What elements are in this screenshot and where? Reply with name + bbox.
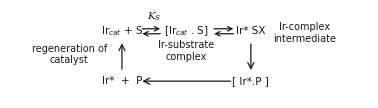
Text: regeneration of
catalyst: regeneration of catalyst xyxy=(32,44,107,65)
Text: [Ir$_{cat}$ . S]: [Ir$_{cat}$ . S] xyxy=(164,24,209,38)
Text: Ir*  +  P: Ir* + P xyxy=(102,76,142,86)
Text: Ir* SX: Ir* SX xyxy=(236,26,266,36)
Text: Ir$_{cat}$ + S: Ir$_{cat}$ + S xyxy=(101,24,143,38)
Text: Ir-complex
intermediate: Ir-complex intermediate xyxy=(274,22,336,44)
Text: $K_S$: $K_S$ xyxy=(147,11,161,23)
Text: Ir-substrate
complex: Ir-substrate complex xyxy=(158,40,215,62)
Text: [ Ir*.P ]: [ Ir*.P ] xyxy=(232,76,269,86)
